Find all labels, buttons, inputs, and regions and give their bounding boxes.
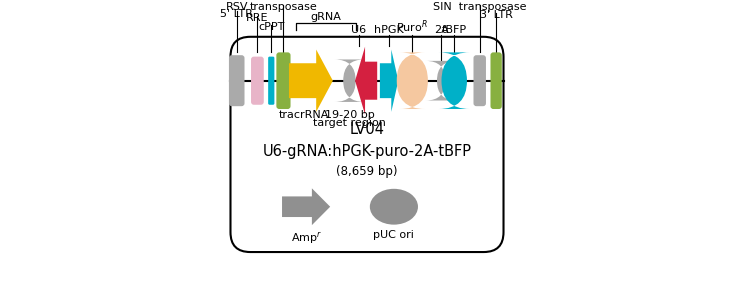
Text: RRE: RRE	[246, 13, 269, 23]
Text: tBFP: tBFP	[442, 25, 467, 35]
Text: LV04: LV04	[349, 122, 385, 137]
FancyBboxPatch shape	[490, 52, 502, 109]
Text: target region: target region	[313, 118, 386, 128]
Text: tracrRNA: tracrRNA	[279, 110, 330, 120]
Text: Puro$^R$: Puro$^R$	[396, 19, 428, 35]
Polygon shape	[289, 49, 333, 112]
FancyBboxPatch shape	[397, 52, 428, 109]
Text: (8,659 bp): (8,659 bp)	[336, 165, 398, 178]
Text: gRNA: gRNA	[310, 12, 341, 22]
Text: Amp$^r$: Amp$^r$	[291, 230, 321, 246]
Polygon shape	[282, 188, 330, 225]
Text: 3' LTR: 3' LTR	[480, 11, 512, 21]
Text: pUC ori: pUC ori	[374, 230, 415, 240]
FancyBboxPatch shape	[426, 61, 457, 100]
Text: U6-gRNA:hPGK-puro-2A-tBFP: U6-gRNA:hPGK-puro-2A-tBFP	[263, 144, 471, 159]
Text: transposase: transposase	[250, 2, 317, 12]
FancyBboxPatch shape	[229, 55, 244, 106]
Polygon shape	[355, 47, 377, 115]
Text: U6: U6	[351, 25, 366, 35]
Text: hPGK: hPGK	[374, 25, 404, 35]
Text: RSV: RSV	[225, 2, 248, 12]
FancyBboxPatch shape	[251, 57, 264, 105]
FancyBboxPatch shape	[277, 52, 291, 109]
Text: SIN  transposase: SIN transposase	[433, 2, 526, 12]
Text: 2A: 2A	[434, 25, 448, 35]
FancyBboxPatch shape	[473, 55, 486, 106]
FancyBboxPatch shape	[335, 59, 365, 102]
Text: 19-20 bp: 19-20 bp	[324, 110, 374, 120]
Text: cPPT: cPPT	[258, 22, 285, 32]
Ellipse shape	[370, 189, 418, 225]
Polygon shape	[380, 49, 399, 112]
FancyBboxPatch shape	[439, 52, 470, 109]
FancyBboxPatch shape	[268, 57, 275, 105]
Text: 5' LTR: 5' LTR	[220, 9, 253, 19]
